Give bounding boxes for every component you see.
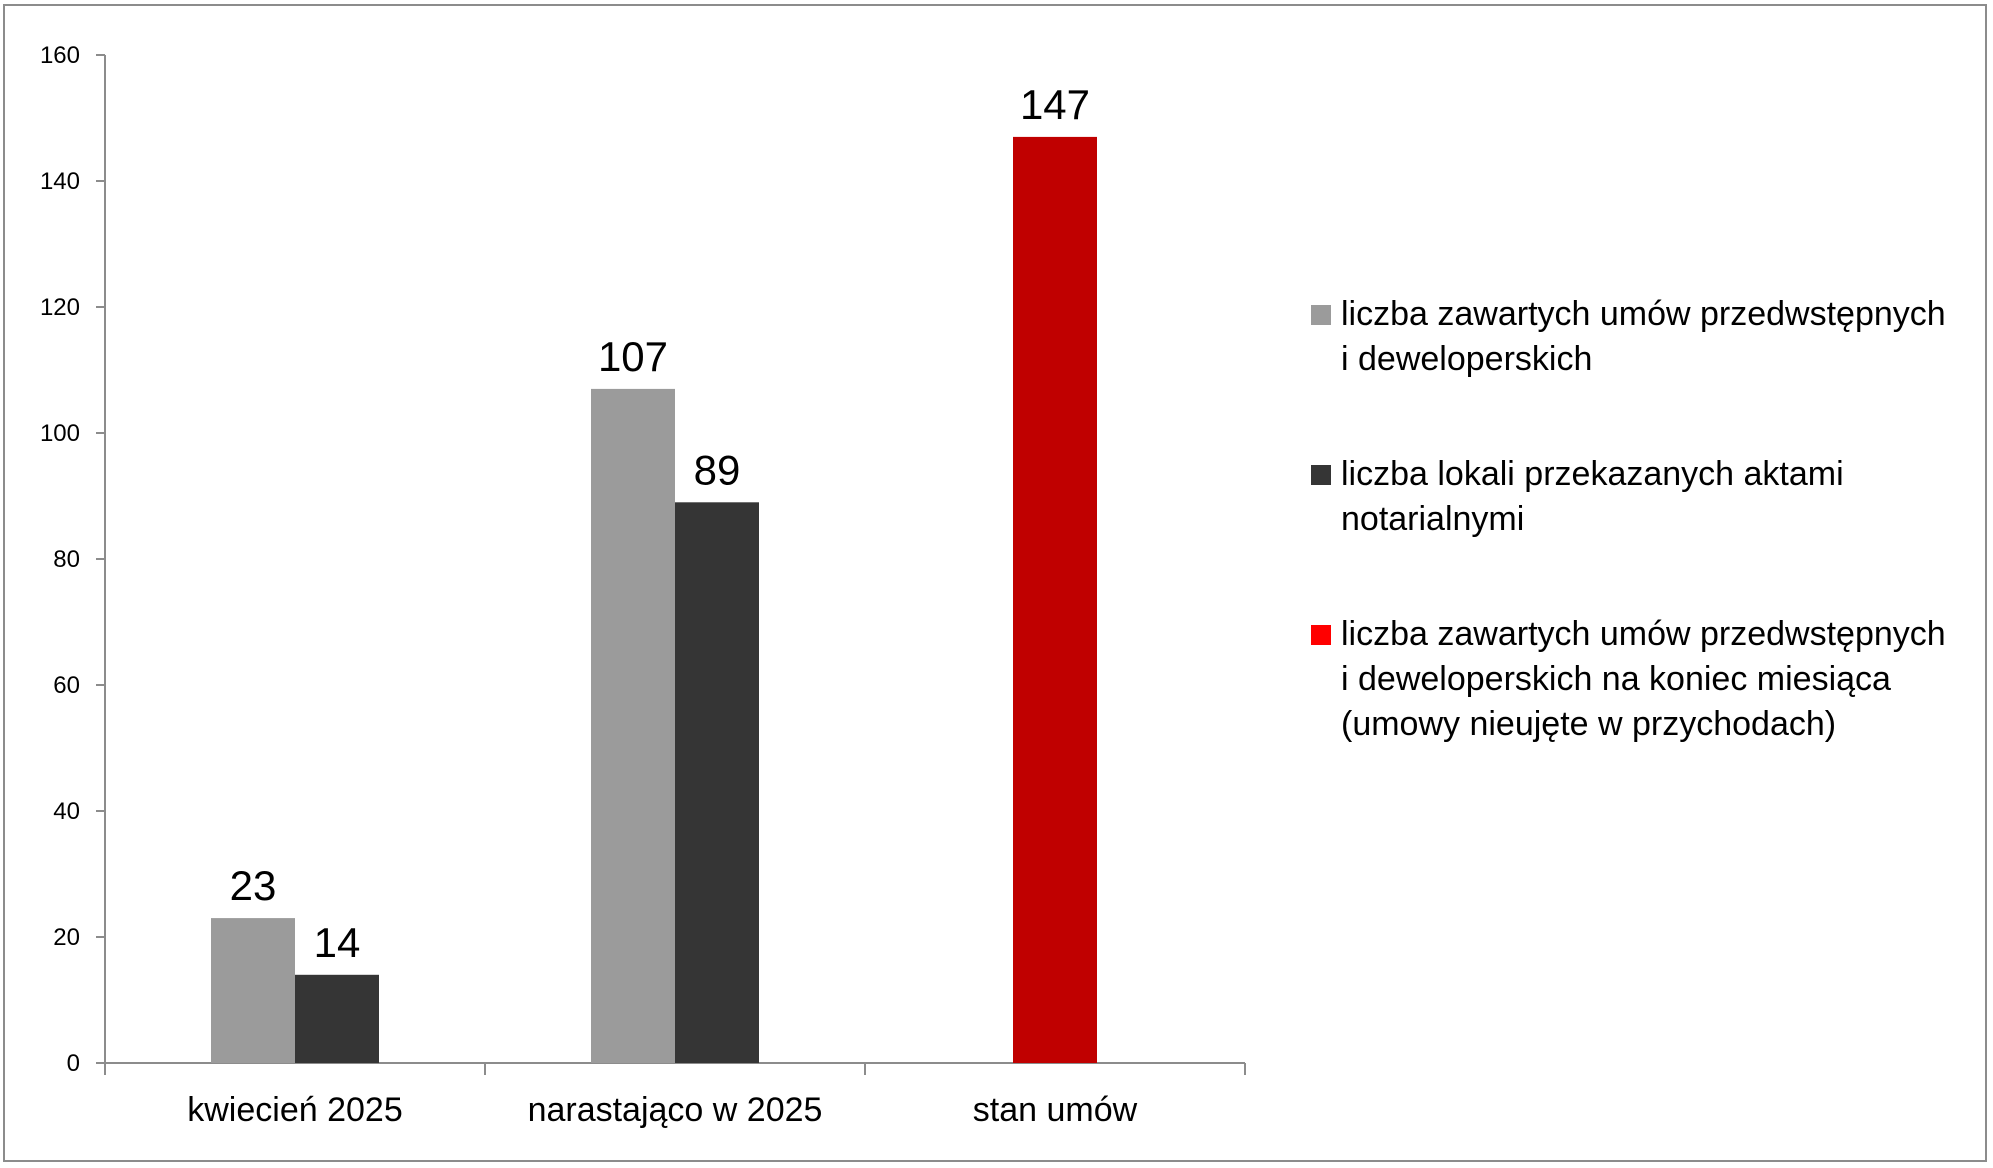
- legend-item-contracts: liczba zawartych umów przedwstępnych i d…: [1311, 292, 1951, 382]
- x-category-label: narastająco w 2025: [528, 1091, 823, 1129]
- x-category-label: kwiecień 2025: [187, 1091, 402, 1129]
- bar: [1013, 136, 1097, 1063]
- y-tick-label: 20: [53, 924, 80, 951]
- legend-label-handovers: liczba lokali przekazanych aktami notari…: [1341, 455, 1844, 538]
- data-label: 14: [314, 919, 361, 966]
- legend-item-handovers: liczba lokali przekazanych aktami notari…: [1311, 452, 1951, 542]
- bar: [211, 918, 295, 1063]
- y-tick-label: 0: [67, 1050, 80, 1077]
- legend-swatch-handovers: [1311, 465, 1331, 485]
- x-axis: kwiecień 2025 narastająco w 2025 stan umów: [104, 1062, 1246, 1129]
- bar: [295, 974, 379, 1063]
- legend-item-contract-status: liczba zawartych umów przedwstępnych i d…: [1311, 612, 1951, 747]
- data-label: 89: [694, 446, 741, 493]
- y-tick-label: 80: [53, 546, 80, 573]
- y-tick-label: 100: [40, 420, 80, 447]
- legend-label-contract-status: liczba zawartych umów przedwstępnych i d…: [1341, 615, 1946, 743]
- data-label: 23: [230, 862, 277, 909]
- data-label: 147: [1020, 81, 1090, 128]
- bars: [211, 136, 1097, 1063]
- y-tick-label: 160: [40, 42, 80, 69]
- legend-label-contracts: liczba zawartych umów przedwstępnych i d…: [1341, 295, 1946, 378]
- y-axis: 0 20 40 60 80 100 120 140 160: [40, 42, 106, 1077]
- legend-swatch-contracts: [1311, 305, 1331, 325]
- legend-swatch-contract-status: [1311, 625, 1331, 645]
- bar: [675, 502, 759, 1063]
- x-category-label: stan umów: [973, 1091, 1138, 1129]
- chart-frame: [3, 4, 1987, 1162]
- bar: [591, 388, 675, 1063]
- y-tick-label: 140: [40, 168, 80, 195]
- data-label: 107: [598, 333, 668, 380]
- y-tick-label: 120: [40, 294, 80, 321]
- y-tick-label: 40: [53, 798, 80, 825]
- y-tick-label: 60: [53, 672, 80, 699]
- legend: liczba zawartych umów przedwstępnych i d…: [1311, 292, 1951, 747]
- data-labels: 23 14 107 89 147: [230, 81, 1090, 966]
